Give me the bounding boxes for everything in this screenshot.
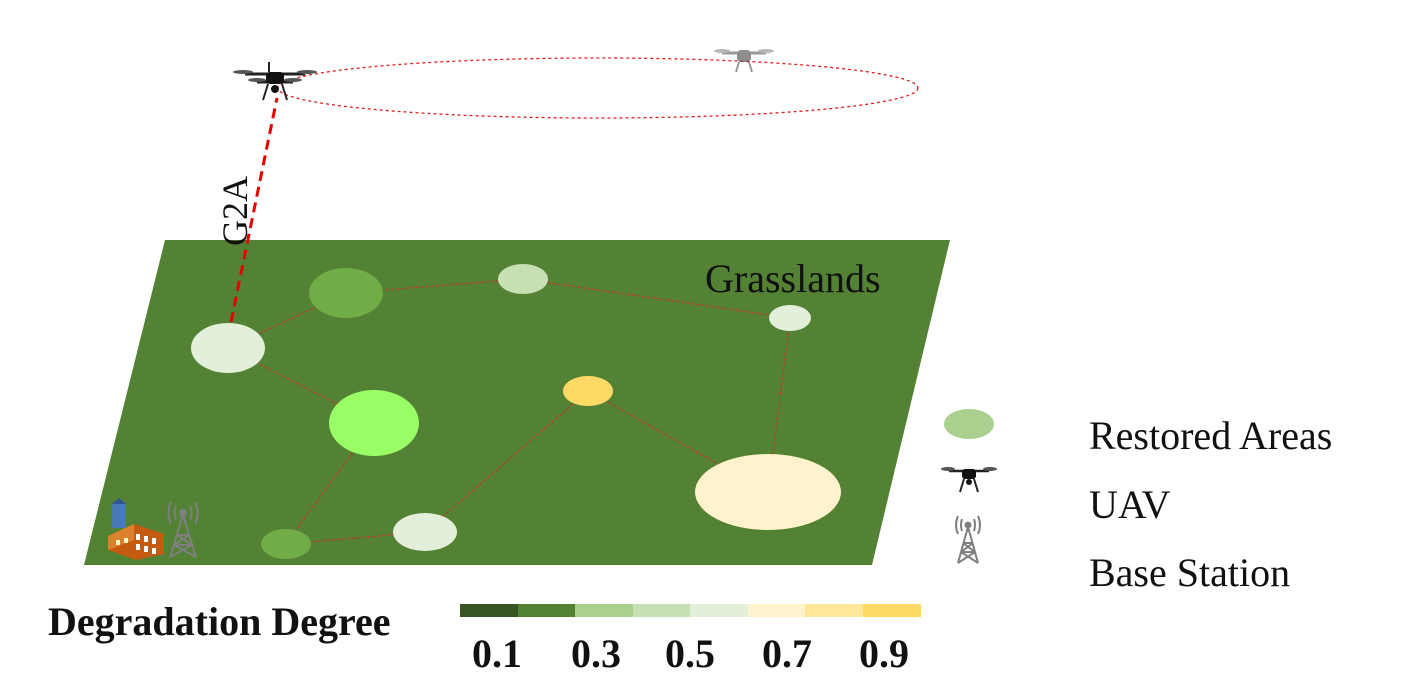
- restored-areas: [191, 264, 841, 559]
- restored-area: [261, 529, 311, 559]
- legend-label-restored-areas: Restored Areas: [1089, 413, 1333, 458]
- restored-area: [695, 454, 841, 530]
- base-station-icon: [167, 501, 199, 558]
- g2a-link: [229, 97, 279, 323]
- restored-area: [393, 513, 457, 551]
- restored-area: [309, 268, 383, 318]
- uav-orbit-path: [277, 57, 919, 119]
- building-icon: [108, 498, 164, 560]
- route-segment: [424, 390, 589, 533]
- restored-area: [191, 323, 265, 373]
- scale-swatch: [575, 604, 633, 617]
- region-label: Grasslands: [705, 256, 881, 301]
- scale-tick: 0.9: [859, 631, 909, 676]
- scale-swatch: [805, 604, 863, 617]
- restored-area-icon: [944, 409, 994, 439]
- restored-area: [329, 390, 419, 456]
- scale-swatch: [632, 604, 691, 617]
- scale-tick: 0.1: [472, 631, 522, 676]
- scale-swatch: [517, 604, 576, 617]
- scale-tick: 0.5: [665, 631, 715, 676]
- scale-tick: 0.7: [762, 631, 812, 676]
- legend-label-uav: UAV: [1089, 482, 1171, 527]
- restored-area: [498, 264, 548, 294]
- base-station-icon: [955, 515, 981, 564]
- uav-icon: [941, 467, 997, 493]
- scale-swatch: [862, 604, 921, 617]
- scale-tick: 0.3: [571, 631, 621, 676]
- route-segment: [587, 390, 769, 493]
- uav-icon: [233, 62, 317, 101]
- uav-ghost-icon: [714, 49, 774, 73]
- restored-area: [563, 376, 613, 406]
- scale-swatch: [747, 604, 806, 617]
- legend-label-base-station: Base Station: [1089, 550, 1291, 595]
- restored-area: [769, 305, 811, 331]
- g2a-label: G2A: [215, 176, 255, 246]
- scale-title: Degradation Degree: [48, 599, 391, 644]
- scale-swatch: [690, 604, 748, 617]
- route-segment: [345, 278, 524, 294]
- scale-swatch: [460, 604, 518, 617]
